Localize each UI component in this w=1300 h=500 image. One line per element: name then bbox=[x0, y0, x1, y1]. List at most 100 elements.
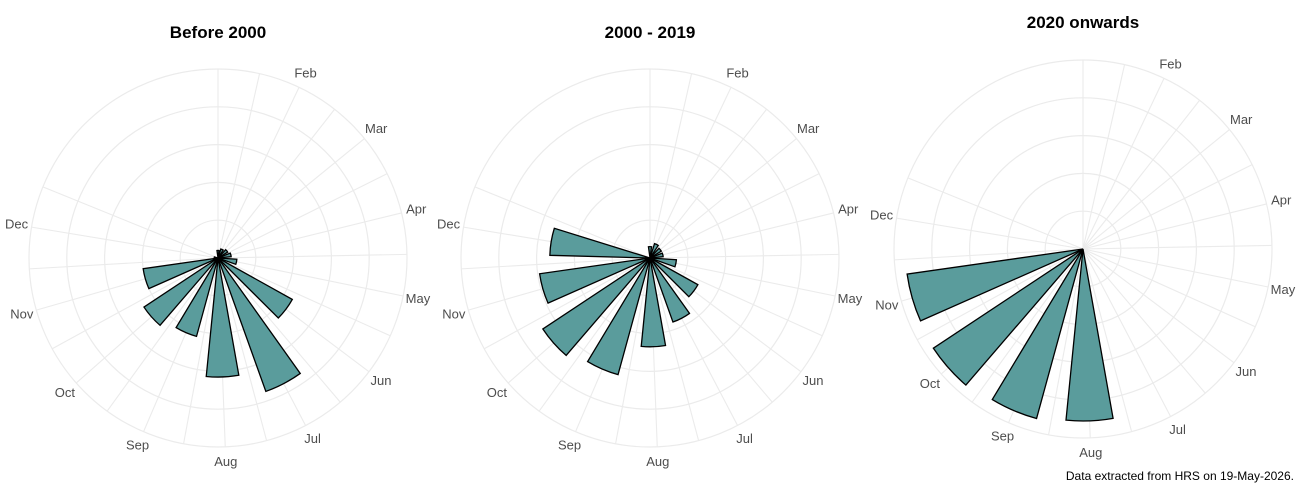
month-label-aug: Aug bbox=[646, 454, 669, 469]
panel-title: 2000 - 2019 bbox=[605, 23, 696, 42]
panel-title: Before 2000 bbox=[170, 23, 266, 42]
grid-spoke bbox=[649, 173, 820, 259]
bar-aug bbox=[640, 257, 667, 348]
month-label-dec: Dec bbox=[437, 217, 461, 232]
grid-spoke bbox=[31, 226, 219, 259]
grid-spoke bbox=[106, 257, 219, 412]
grid-spoke bbox=[916, 248, 1084, 341]
month-label-jul: Jul bbox=[736, 431, 753, 446]
grid-spoke bbox=[217, 257, 404, 297]
month-label-mar: Mar bbox=[365, 121, 388, 136]
grid-spoke bbox=[474, 186, 651, 259]
grid-spoke bbox=[907, 177, 1084, 250]
month-label-jul: Jul bbox=[304, 431, 321, 446]
month-label-apr: Apr bbox=[1271, 192, 1292, 207]
bar-dec bbox=[213, 256, 219, 259]
grid-spoke bbox=[649, 73, 693, 259]
bar-oct bbox=[932, 248, 1084, 386]
grid-spoke bbox=[51, 257, 219, 350]
panel-2000-2019: Apr May Jun Jul Aug Sep Oct Nov Dec Feb Mar 2000 - … bbox=[437, 23, 863, 469]
bar-mar bbox=[217, 248, 229, 259]
bar-apr bbox=[649, 252, 664, 259]
grid-spoke bbox=[1082, 248, 1206, 394]
grid-spoke bbox=[1082, 248, 1256, 328]
grid-spoke bbox=[538, 257, 651, 412]
grid-spoke bbox=[1082, 164, 1253, 250]
grid-spoke bbox=[649, 257, 836, 297]
grid-spoke bbox=[896, 217, 1084, 250]
grid-spoke bbox=[649, 212, 834, 259]
grid-spoke bbox=[461, 257, 651, 270]
bar-sep bbox=[991, 248, 1084, 420]
bar-jan bbox=[216, 249, 220, 259]
grid-spoke bbox=[1082, 64, 1126, 250]
month-label-sep: Sep bbox=[558, 438, 581, 453]
month-label-may: May bbox=[838, 291, 863, 306]
month-label-aug: Aug bbox=[214, 454, 237, 469]
grid-spoke bbox=[1082, 248, 1269, 288]
month-label-nov: Nov bbox=[10, 306, 34, 321]
grid-spoke bbox=[217, 257, 391, 337]
month-label-mar: Mar bbox=[1230, 112, 1253, 127]
bar-jun bbox=[649, 257, 699, 298]
month-label-aug: Aug bbox=[1079, 445, 1102, 460]
grid-spoke bbox=[1082, 248, 1133, 432]
grid-spoke bbox=[217, 257, 268, 441]
grid-spoke bbox=[217, 173, 388, 259]
month-label-jun: Jun bbox=[371, 373, 392, 388]
bar-may bbox=[649, 257, 678, 268]
grid-spoke bbox=[971, 248, 1084, 403]
month-label-dec: Dec bbox=[870, 208, 894, 223]
grid-spoke bbox=[1048, 248, 1084, 435]
month-label-feb: Feb bbox=[1159, 57, 1181, 72]
grid-spoke bbox=[217, 257, 341, 403]
grid-spoke bbox=[649, 257, 700, 441]
bar-feb bbox=[649, 242, 660, 259]
month-label-oct: Oct bbox=[55, 385, 76, 400]
grid-spoke bbox=[1082, 244, 1272, 250]
month-label-oct: Oct bbox=[487, 385, 508, 400]
bar-oct bbox=[143, 257, 219, 327]
grid-spoke bbox=[217, 73, 261, 259]
grid-spoke bbox=[42, 186, 219, 259]
grid-spoke bbox=[1082, 203, 1267, 250]
month-label-feb: Feb bbox=[294, 66, 316, 81]
month-label-dec: Dec bbox=[5, 217, 29, 232]
grid-spoke bbox=[615, 257, 651, 444]
bar-sep bbox=[175, 257, 219, 338]
bar-jul bbox=[217, 257, 302, 393]
grid-spoke bbox=[483, 257, 651, 350]
grid-spoke bbox=[217, 212, 402, 259]
grid-spoke bbox=[183, 257, 219, 444]
bar-dec bbox=[549, 227, 651, 259]
bar-jan bbox=[647, 246, 653, 259]
month-label-apr: Apr bbox=[406, 201, 427, 216]
data-source-caption: Data extracted from HRS on 19-May-2026. bbox=[1065, 469, 1294, 483]
grid-spoke bbox=[894, 248, 1084, 261]
month-label-oct: Oct bbox=[920, 376, 941, 391]
month-label-jun: Jun bbox=[1236, 364, 1257, 379]
grid-spoke bbox=[29, 257, 219, 270]
grid-spoke bbox=[1082, 129, 1230, 250]
month-label-may: May bbox=[1271, 282, 1296, 297]
bar-jul bbox=[649, 257, 691, 323]
month-label-nov: Nov bbox=[875, 297, 899, 312]
grid-spoke bbox=[649, 108, 768, 259]
month-label-jul: Jul bbox=[1169, 422, 1186, 437]
month-label-nov: Nov bbox=[442, 306, 466, 321]
bar-aug bbox=[205, 257, 240, 378]
bar-oct bbox=[541, 257, 651, 357]
bar-aug bbox=[1065, 248, 1114, 422]
grid-spoke bbox=[649, 87, 732, 259]
bar-jun bbox=[217, 257, 294, 319]
month-label-may: May bbox=[406, 291, 431, 306]
bar-may bbox=[217, 257, 238, 266]
grid-spoke bbox=[1082, 99, 1201, 250]
grid-spoke bbox=[217, 108, 336, 259]
grid-spoke bbox=[217, 138, 365, 259]
bar-nov bbox=[142, 257, 219, 290]
bar-mar bbox=[649, 247, 663, 259]
grid-spoke bbox=[217, 253, 407, 259]
bar-nov bbox=[538, 257, 651, 304]
